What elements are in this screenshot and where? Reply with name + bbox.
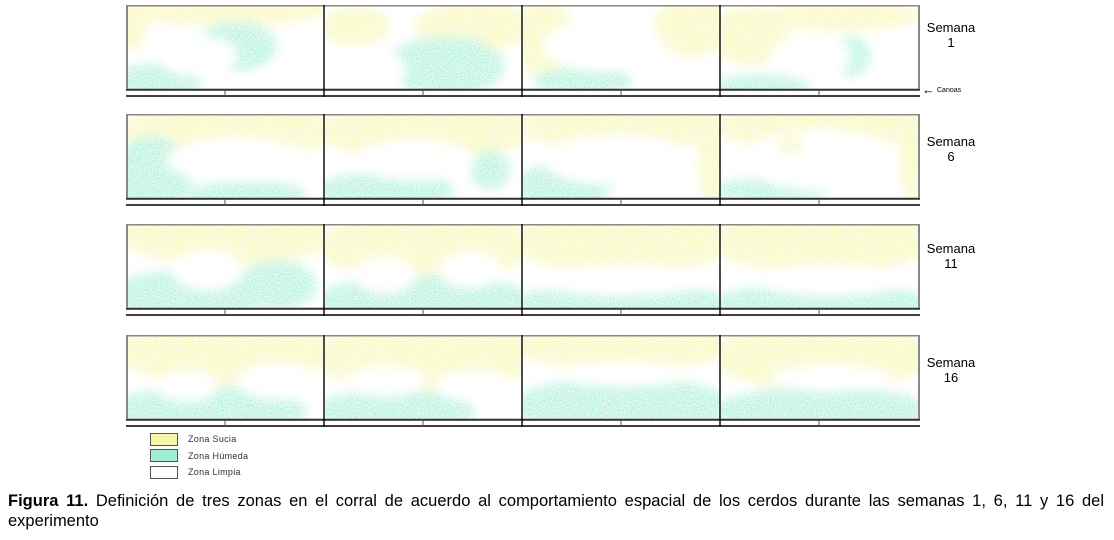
zona-humeda-area <box>237 260 317 308</box>
zona-sucia-area <box>523 336 720 371</box>
week-label-1: Semana 1 <box>926 20 976 50</box>
zona-humeda-area <box>385 36 505 89</box>
legend-item-limpia: Zona Limpia <box>150 464 248 481</box>
zone-map-panel <box>127 115 324 198</box>
zona-limpia-area <box>345 366 425 396</box>
zona-limpia-area <box>157 371 217 401</box>
zona-limpia-area <box>355 257 415 293</box>
zona-sucia-area <box>899 115 918 198</box>
week-label-11: Semana 11 <box>926 241 976 271</box>
week-label-6: Semana 6 <box>926 134 976 164</box>
zona-limpia-area <box>167 138 307 182</box>
canoas-label: Canoas <box>937 86 962 94</box>
zona-sucia-area <box>127 6 147 51</box>
zona-limpia-area <box>355 140 475 180</box>
legend: Zona Sucia Zona Húmeda Zona Limpia <box>150 431 248 481</box>
zona-limpia-area <box>157 36 237 76</box>
legend-swatch-sucia <box>150 432 178 446</box>
zona-sucia-area <box>776 137 806 153</box>
figure-caption: Figura 11. Definición de tres zonas en e… <box>8 491 1104 531</box>
zona-limpia-area <box>533 265 713 295</box>
zone-map-panel <box>721 115 918 198</box>
zona-sucia-area <box>325 225 522 280</box>
zone-map-panel <box>325 115 522 198</box>
zona-limpia-area <box>440 252 500 288</box>
week-row <box>126 224 920 316</box>
zona-sucia-area <box>761 6 918 31</box>
zona-humeda-area <box>721 386 918 419</box>
zona-limpia-area <box>741 130 901 190</box>
legend-swatch-limpia <box>150 465 178 479</box>
zone-map-panel <box>523 336 720 419</box>
zona-sucia-area <box>127 225 324 265</box>
zona-sucia-area <box>127 6 324 26</box>
zona-limpia-area <box>237 363 317 399</box>
zona-humeda-area <box>721 74 811 89</box>
zona-limpia-area <box>771 34 851 78</box>
zone-map-panel <box>523 6 720 89</box>
caption-text: Definición de tres zonas en el corral de… <box>8 492 1105 530</box>
legend-item-humeda: Zona Húmeda <box>150 448 248 465</box>
zone-map-panel <box>325 336 522 419</box>
zona-humeda-area <box>470 150 510 190</box>
zona-sucia-area <box>698 115 720 198</box>
zona-humeda-area <box>325 389 475 419</box>
week-label-16: Semana 16 <box>926 355 976 385</box>
zona-humeda-area <box>523 376 720 419</box>
zone-map-panel <box>127 225 324 308</box>
canoas-annotation: ← Canoas <box>922 82 962 97</box>
zona-sucia-area <box>721 225 918 275</box>
zona-humeda-area <box>533 66 633 89</box>
zone-map-panel <box>127 336 324 419</box>
zona-limpia-area <box>751 265 911 295</box>
week-row <box>126 335 920 427</box>
zona-sucia-area <box>325 6 390 46</box>
zone-map-panel <box>325 225 522 308</box>
zona-limpia-area <box>435 371 515 401</box>
zona-limpia-area <box>543 21 663 71</box>
zone-map-panel <box>325 6 522 89</box>
zone-map-panel <box>523 115 720 198</box>
zona-limpia-area <box>553 362 693 386</box>
zone-map-panel <box>721 225 918 308</box>
zona-sucia-area <box>653 6 720 56</box>
zone-map-panel <box>721 6 918 89</box>
zona-limpia-area <box>771 365 891 391</box>
zona-limpia-area <box>172 250 242 290</box>
zona-humeda-area <box>325 275 522 308</box>
zona-humeda-area <box>187 180 307 198</box>
week-row <box>126 114 920 206</box>
zona-sucia-area <box>523 225 720 275</box>
caption-label: Figura 11. <box>8 492 89 510</box>
zone-map-panel <box>523 225 720 308</box>
zone-map-panel <box>127 6 324 89</box>
zona-limpia-area <box>325 46 405 89</box>
zona-limpia-area <box>543 135 693 185</box>
zone-map-panel <box>721 336 918 419</box>
arrow-left-icon: ← <box>922 82 935 97</box>
legend-item-sucia: Zona Sucia <box>150 431 248 448</box>
week-row <box>126 5 920 97</box>
legend-swatch-humeda <box>150 449 178 463</box>
